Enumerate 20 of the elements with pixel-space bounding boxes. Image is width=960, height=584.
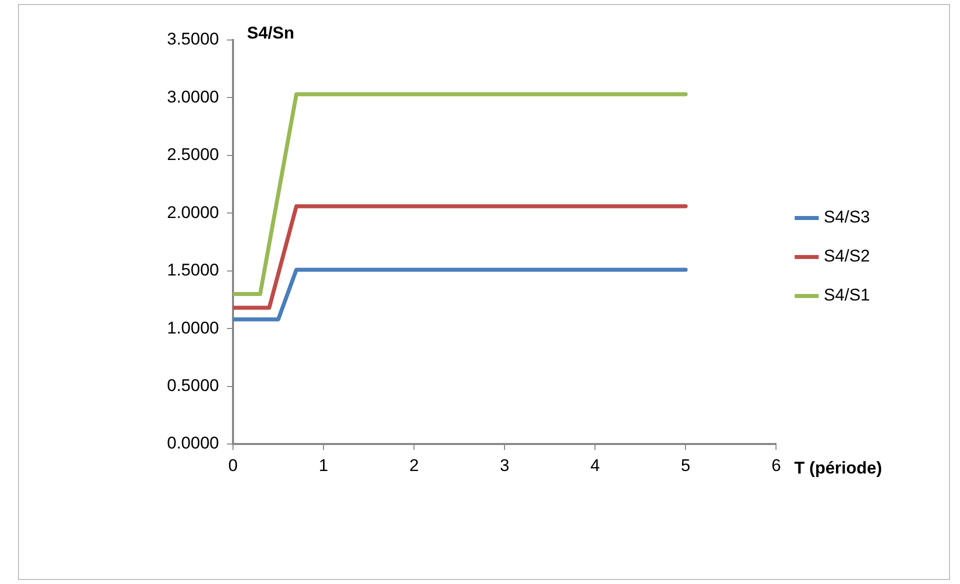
y-tick-label: 1.0000	[167, 318, 219, 338]
y-tick-label: 3.0000	[167, 87, 219, 106]
legend-label: S4/S3	[824, 208, 870, 227]
x-tick-label: 0	[228, 456, 238, 475]
y-tick-label: 2.0000	[167, 202, 219, 222]
x-tick-label: 6	[771, 456, 781, 475]
y-tick-label: 0.5000	[167, 376, 219, 395]
y-tick-label: 0.0000	[167, 434, 219, 453]
x-tick-label: 3	[500, 456, 510, 475]
x-tick-label: 1	[318, 456, 328, 475]
legend-label: S4/S2	[824, 246, 870, 266]
y-tick-label: 3.5000	[167, 30, 219, 49]
x-tick-label: 4	[590, 456, 600, 475]
legend-label: S4/S1	[824, 286, 870, 305]
x-tick-label: 2	[409, 456, 419, 475]
y-tick-label: 1.5000	[167, 260, 219, 280]
y-axis-title: S4/Sn	[247, 24, 294, 43]
y-tick-label: 2.5000	[167, 145, 219, 164]
x-tick-label: 5	[680, 456, 690, 475]
x-axis-title: T (période)	[794, 458, 882, 478]
